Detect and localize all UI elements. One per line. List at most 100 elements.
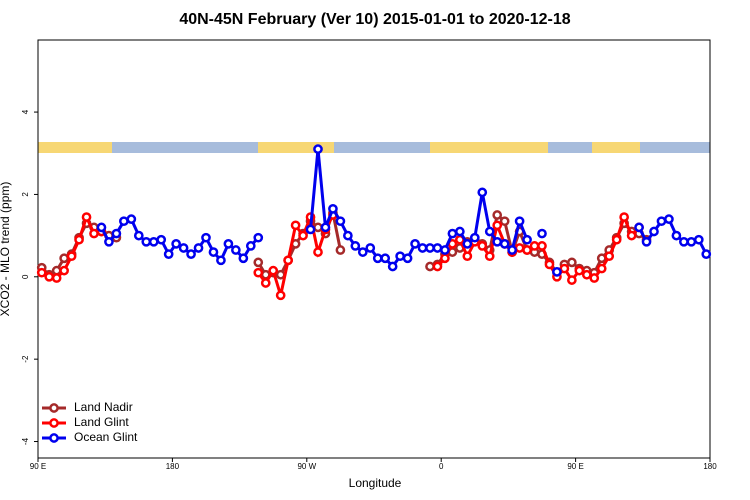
data-point [36, 267, 47, 278]
data-point [671, 230, 682, 241]
data-point [253, 232, 264, 243]
data-point [477, 241, 488, 251]
data-point [492, 210, 503, 220]
data-point [133, 230, 144, 241]
data-point [537, 228, 547, 239]
x-tick-label: 0 [439, 462, 444, 471]
data-point [596, 253, 607, 264]
legend-marker [49, 403, 59, 413]
legend-marker [49, 433, 59, 443]
data-point [89, 228, 99, 239]
data-point [320, 222, 331, 233]
data-point [537, 241, 547, 251]
data-point [51, 273, 62, 283]
data-point [529, 241, 540, 251]
data-point [619, 212, 629, 222]
land-band [258, 142, 334, 153]
data-point [649, 226, 659, 237]
data-point [455, 226, 465, 237]
data-point [402, 253, 413, 264]
data-point [231, 245, 241, 255]
data-point [350, 241, 361, 251]
data-point [664, 214, 674, 224]
data-point [201, 232, 211, 243]
data-point [567, 257, 577, 268]
legend-label: Ocean Glint [74, 430, 138, 444]
data-point [544, 259, 555, 270]
data-point [432, 261, 443, 272]
data-point [641, 236, 652, 247]
data-point [484, 251, 495, 262]
data-point [410, 239, 420, 249]
land-mask-strip [38, 142, 710, 153]
data-point [372, 253, 383, 264]
data-point [208, 247, 219, 257]
data-point [514, 216, 525, 227]
data-point [432, 243, 443, 253]
data-point [253, 267, 264, 278]
data-point [178, 243, 189, 253]
data-point [499, 239, 510, 249]
legend-label: Land Glint [74, 415, 129, 429]
data-point [335, 216, 346, 227]
ocean-band [38, 142, 710, 153]
data-point [552, 267, 562, 277]
data-point [156, 234, 167, 245]
data-point [522, 234, 532, 245]
data-point [447, 228, 458, 239]
series [96, 144, 712, 277]
data-point [626, 230, 637, 241]
data-point [559, 263, 570, 274]
data-point [51, 265, 62, 276]
data-point [253, 257, 264, 268]
legend-marker [49, 418, 59, 428]
data-point [283, 255, 293, 266]
data-point [462, 251, 473, 262]
plot-frame [37, 39, 711, 459]
series [36, 210, 644, 301]
data-point [686, 236, 697, 247]
data-point [492, 236, 503, 247]
x-tick-label: 90 E [30, 462, 46, 471]
y-axis-label: XCO2 - MLO trend (ppm) [0, 182, 12, 317]
data-point [604, 251, 615, 262]
x-tick-label: 90 W [297, 462, 316, 471]
y-tick-label: -4 [21, 437, 30, 445]
data-point [96, 222, 107, 233]
data-point [514, 243, 525, 253]
data-point [469, 232, 480, 243]
data-point [238, 253, 249, 264]
data-point [484, 226, 495, 237]
data-point [216, 255, 226, 266]
data-point [522, 245, 532, 255]
x-tick-label: 180 [703, 462, 717, 471]
data-point [328, 203, 338, 214]
legend-label: Land Nadir [74, 400, 133, 414]
data-point [343, 230, 353, 241]
y-tick-label: -2 [21, 355, 30, 363]
data-point [193, 243, 204, 253]
data-point [44, 271, 55, 282]
data-point [66, 251, 77, 262]
data-point [298, 230, 308, 241]
land-band [592, 142, 640, 153]
data-point [596, 263, 607, 274]
data-point [425, 243, 435, 253]
data-point [126, 214, 137, 224]
data-point [440, 245, 450, 255]
data-point [59, 253, 69, 264]
data-point [425, 261, 435, 272]
data-point [462, 239, 473, 249]
data-point [313, 247, 323, 257]
land-band [38, 142, 112, 153]
data-point [260, 278, 271, 288]
data-point [634, 222, 644, 233]
x-axis-label: Longitude [349, 476, 402, 490]
y-tick-label: 2 [21, 192, 30, 197]
data-point [656, 216, 667, 227]
data-point [567, 275, 577, 285]
data-point [395, 251, 405, 262]
data-point [357, 247, 368, 257]
